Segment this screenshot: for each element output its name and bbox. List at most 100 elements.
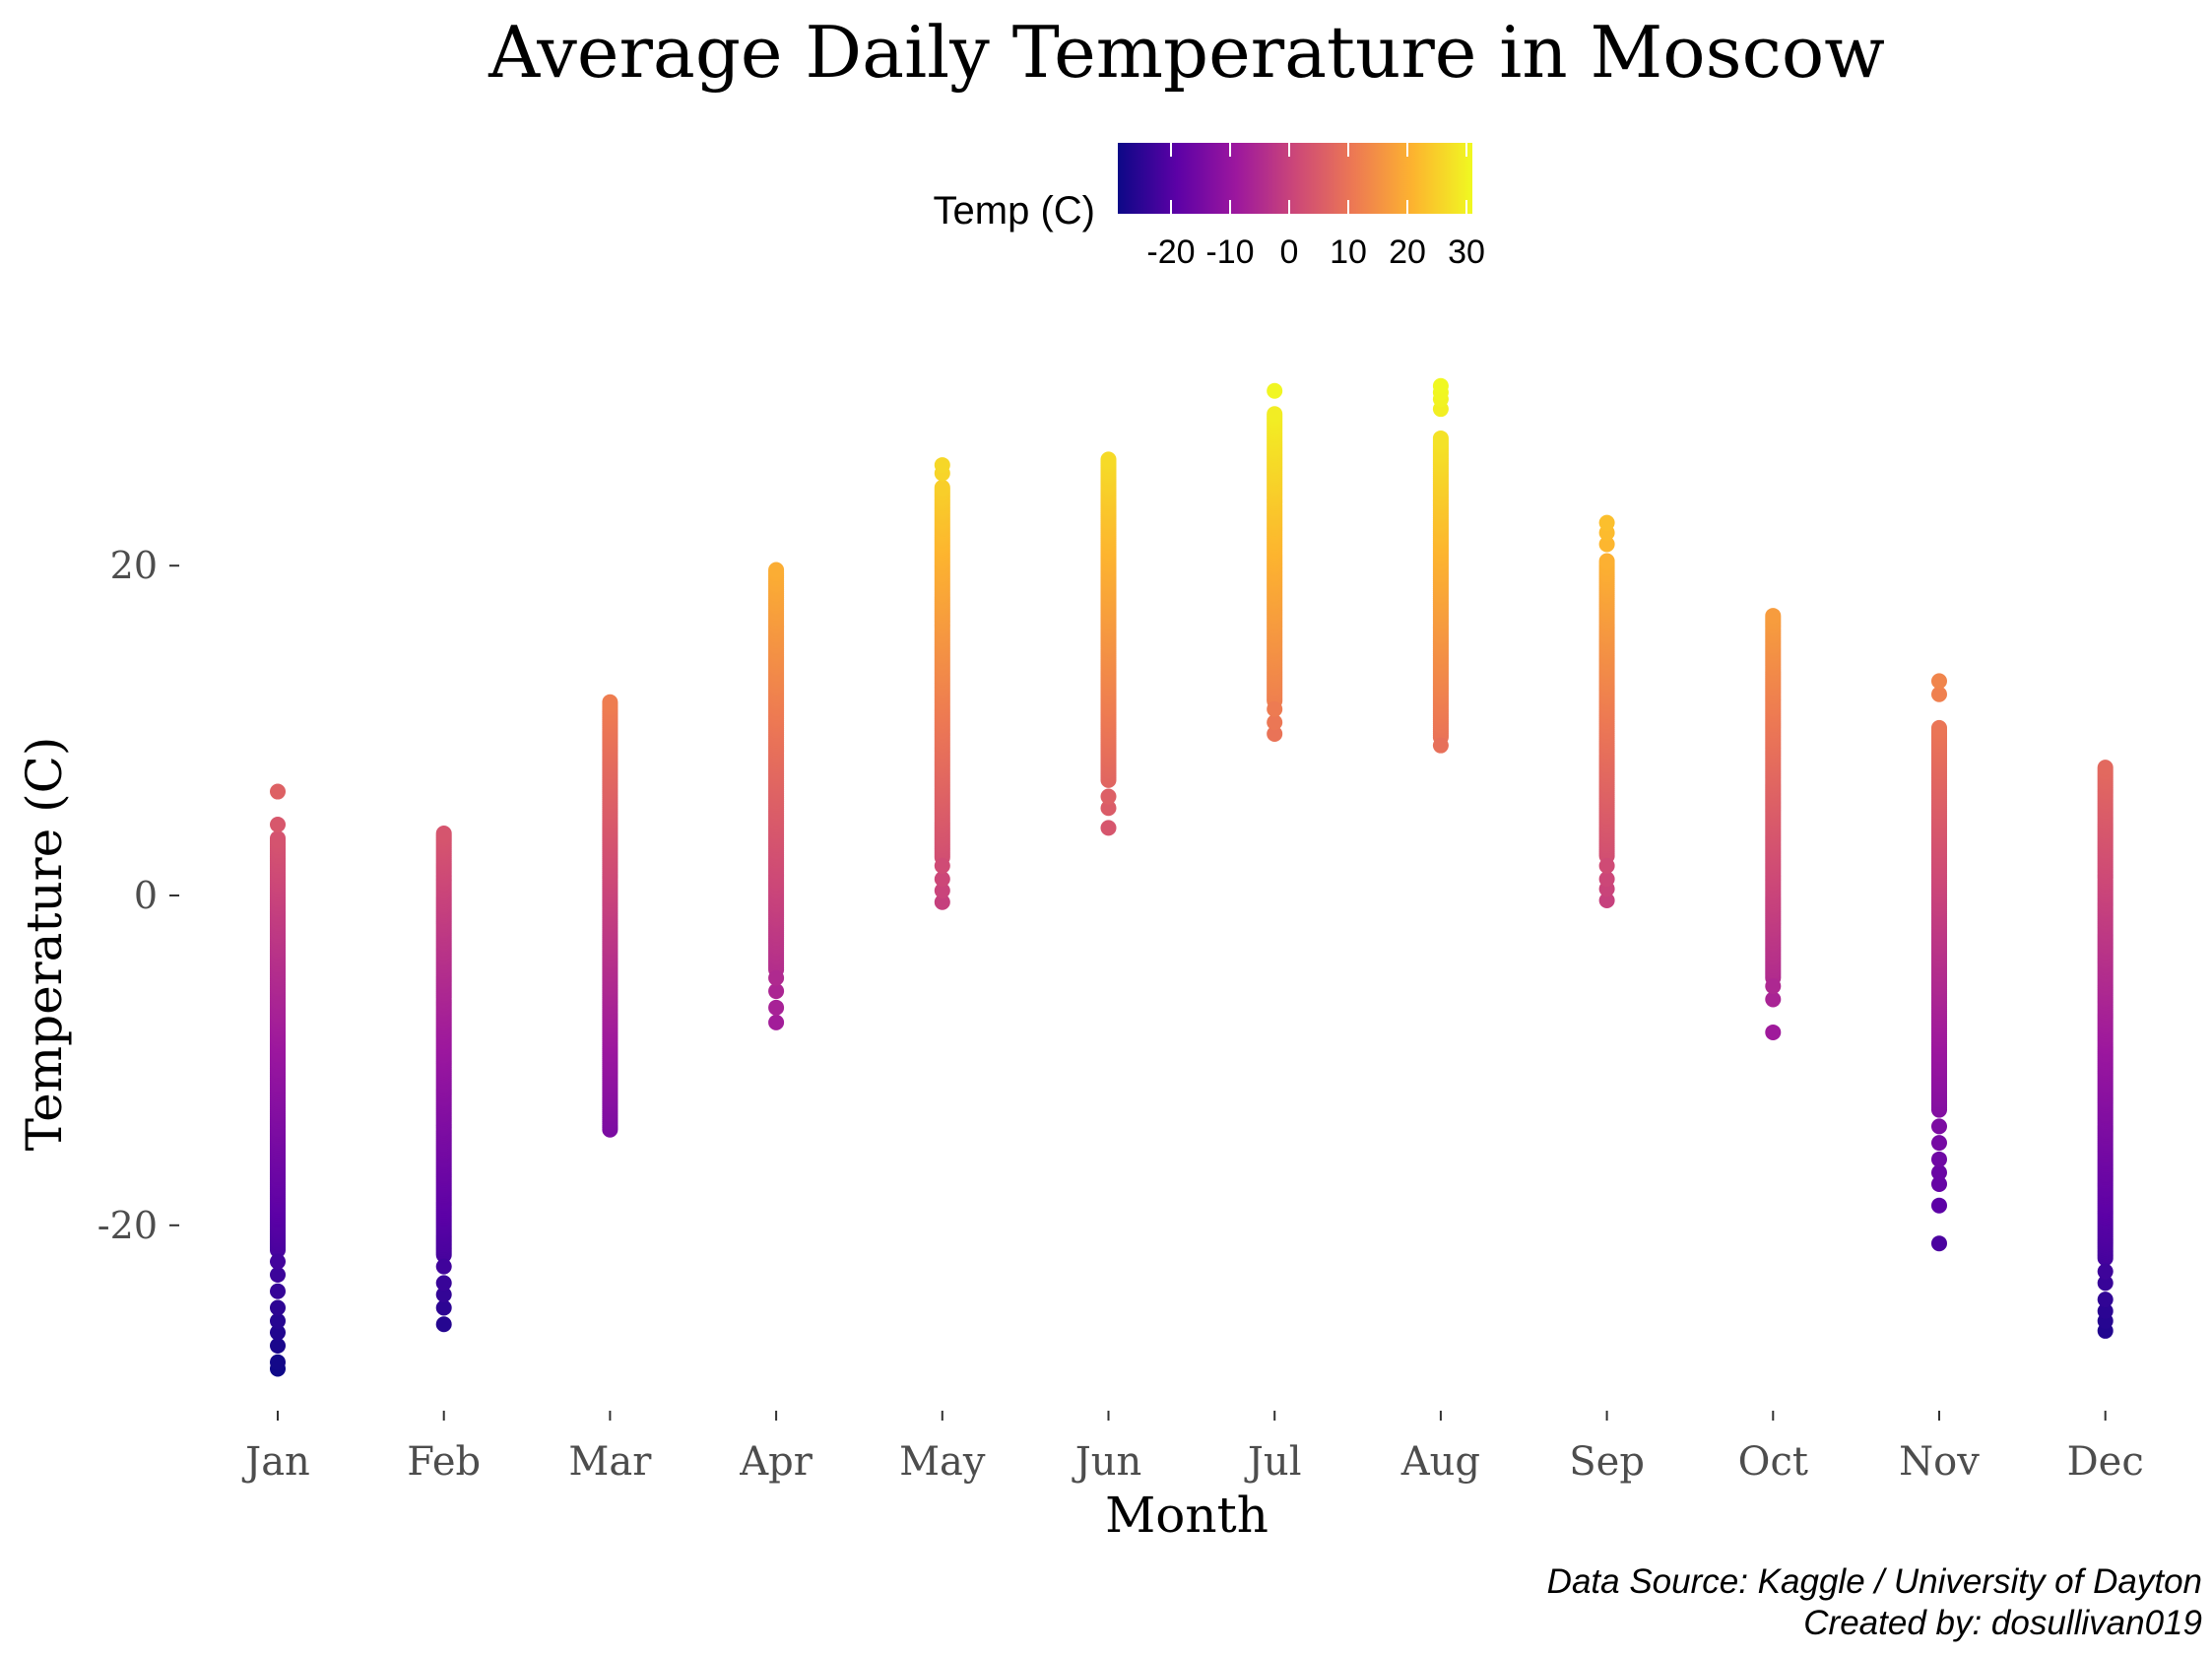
data-point — [1931, 686, 1947, 702]
data-point — [2097, 1302, 2114, 1319]
month-points-nov — [1931, 673, 1947, 1252]
x-axis-label: Month — [1105, 1487, 1269, 1544]
x-tick-label: Mar — [568, 1439, 652, 1485]
data-point — [1100, 820, 1117, 836]
month-points-apr — [768, 562, 785, 1030]
data-point — [2097, 760, 2114, 776]
data-point — [270, 1299, 286, 1316]
data-point — [1765, 1024, 1782, 1040]
data-point — [1931, 1175, 1947, 1192]
data-point — [1765, 991, 1782, 1008]
data-point — [270, 1354, 286, 1370]
data-point — [934, 457, 950, 474]
data-point — [1432, 430, 1449, 446]
data-point — [435, 1299, 452, 1316]
legend-tick-label: 30 — [1448, 233, 1485, 271]
data-point — [1598, 514, 1615, 531]
data-point — [934, 871, 950, 888]
y-tick-label: -20 — [98, 1204, 158, 1247]
data-point — [2097, 1292, 2114, 1308]
data-point — [270, 1253, 286, 1270]
colorbar-legend: Temp (C) -20 -10 0 10 20 30 — [934, 143, 1485, 271]
data-point — [1432, 737, 1449, 754]
data-point — [1598, 536, 1615, 553]
x-tick-label: Jan — [241, 1439, 310, 1485]
legend-tick-label: 20 — [1389, 233, 1426, 271]
data-point — [270, 1283, 286, 1299]
month-points-oct — [1765, 608, 1782, 1040]
data-point — [270, 817, 286, 833]
y-axis-label: Temperature (C) — [16, 737, 73, 1152]
data-point — [1931, 1118, 1947, 1135]
data-point — [602, 694, 618, 710]
x-tick-label: Jun — [1072, 1439, 1142, 1485]
y-axis: -20 0 20 — [98, 544, 179, 1247]
legend-title: Temp (C) — [934, 189, 1095, 232]
x-tick-label: Feb — [407, 1439, 481, 1485]
data-point — [270, 1267, 286, 1284]
legend-tick-label: 10 — [1330, 233, 1367, 271]
data-point — [270, 1324, 286, 1341]
month-points-mar — [602, 694, 618, 1138]
data-point — [270, 1312, 286, 1329]
data-point — [1765, 978, 1782, 995]
data-point — [1100, 788, 1117, 805]
data-point — [1931, 1197, 1947, 1214]
x-tick-label: Aug — [1400, 1439, 1480, 1485]
data-point — [1931, 1235, 1947, 1252]
legend-tick-label: 0 — [1280, 233, 1299, 271]
data-point — [768, 969, 785, 986]
month-points-aug — [1432, 377, 1449, 754]
legend-ticks: -20 -10 0 10 20 30 — [1146, 143, 1485, 271]
data-point — [1765, 608, 1782, 625]
data-point — [1100, 800, 1117, 817]
data-point — [1931, 1135, 1947, 1152]
month-points-jan — [270, 783, 286, 1377]
data-point — [934, 479, 950, 496]
data-point — [1931, 673, 1947, 690]
data-point — [1598, 893, 1615, 909]
data-point — [435, 1275, 452, 1292]
data-point — [1267, 700, 1283, 717]
data-point — [435, 1316, 452, 1333]
data-point — [1598, 857, 1615, 874]
data-point — [1267, 406, 1283, 423]
data-point — [1267, 725, 1283, 742]
x-tick-label: May — [899, 1439, 986, 1485]
x-axis: Jan Feb Mar Apr May Jun Jul Aug Sep Oct Nov Dec — [241, 1411, 2144, 1485]
y-tick-label: 20 — [110, 544, 158, 587]
data-point — [934, 857, 950, 874]
data-point — [1931, 1164, 1947, 1181]
legend-tick-label: -10 — [1205, 233, 1254, 271]
data-points — [270, 377, 2114, 1377]
x-tick-label: Dec — [2067, 1439, 2144, 1485]
data-point — [270, 1338, 286, 1355]
caption-author: Created by: dosullivan019 — [1803, 1604, 2202, 1642]
data-point — [435, 1258, 452, 1275]
month-points-sep — [1598, 514, 1615, 909]
data-point — [1432, 377, 1449, 394]
month-points-feb — [435, 826, 452, 1333]
month-points-jul — [1267, 382, 1283, 742]
data-point — [1267, 382, 1283, 399]
legend-tick-label: -20 — [1146, 233, 1195, 271]
data-point — [768, 983, 785, 1000]
data-point — [768, 999, 785, 1016]
data-point — [768, 562, 785, 578]
data-point — [2097, 1275, 2114, 1292]
data-point — [768, 1014, 785, 1030]
x-tick-label: Sep — [1569, 1439, 1645, 1485]
data-point — [1931, 719, 1947, 736]
data-point — [1100, 451, 1117, 468]
data-point — [435, 826, 452, 842]
month-points-jun — [1100, 451, 1117, 836]
data-point — [2097, 1263, 2114, 1280]
data-point — [435, 1287, 452, 1303]
data-point — [934, 882, 950, 898]
month-points-may — [934, 457, 950, 910]
data-point — [270, 783, 286, 800]
data-point — [270, 830, 286, 847]
x-tick-label: Jul — [1244, 1439, 1302, 1485]
caption-source: Data Source: Kaggle / University of Dayt… — [1547, 1562, 2202, 1601]
